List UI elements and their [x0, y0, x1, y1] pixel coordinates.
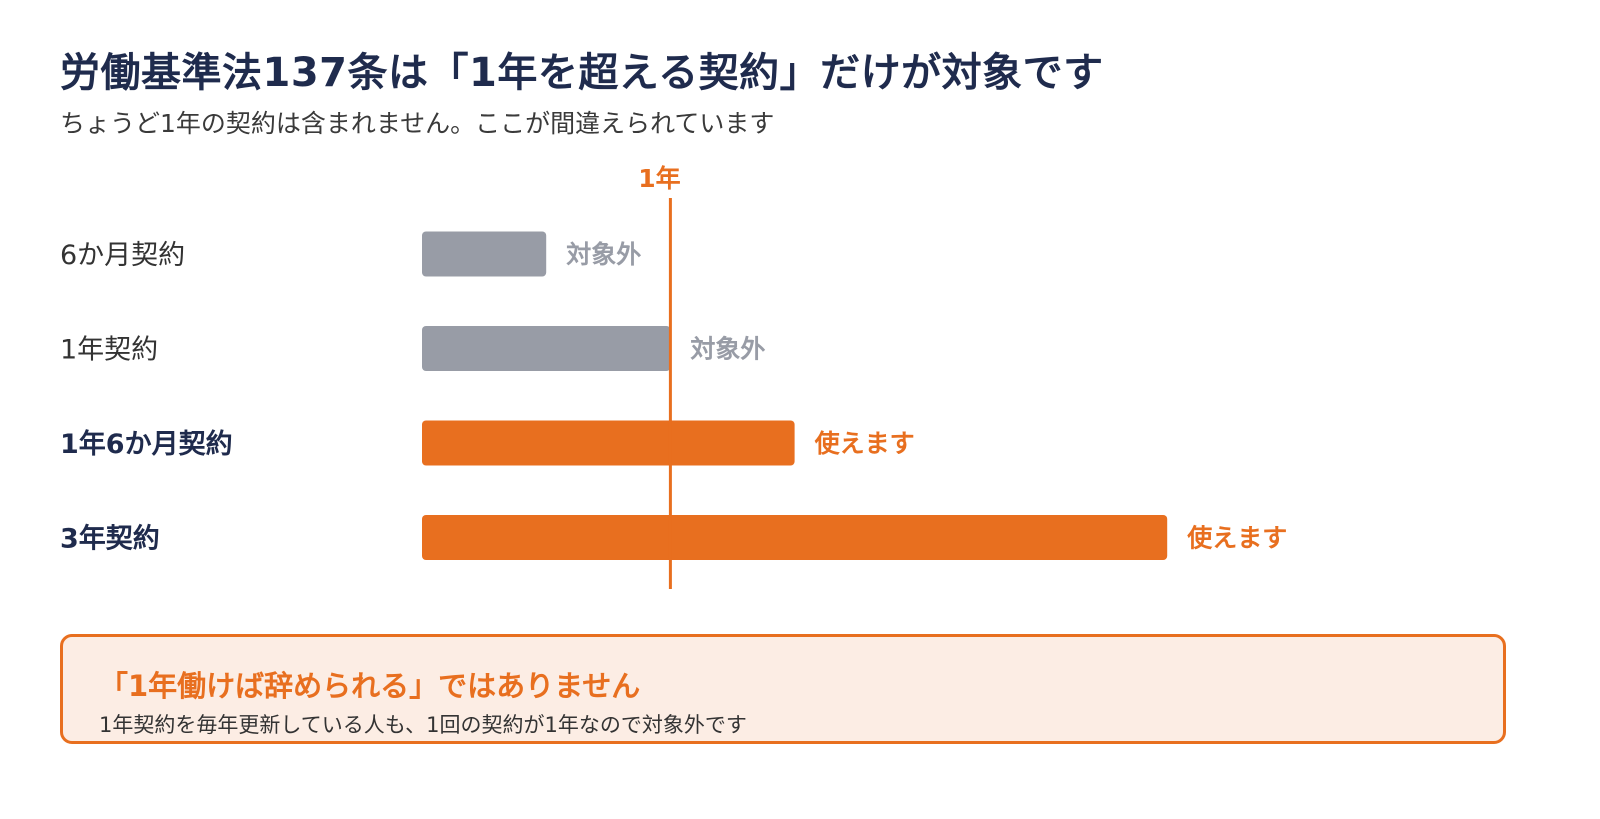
category-label: 3年契約: [60, 523, 160, 555]
bar: [422, 420, 795, 466]
bar: [422, 231, 547, 277]
bar: [422, 515, 1168, 560]
bar-annotation: 対象外: [690, 335, 765, 364]
bar: [422, 326, 671, 371]
bar-annotation: 対象外: [566, 240, 641, 269]
page-title: 労働基準法137条は「1年を超える契約」だけが対象です: [60, 50, 1104, 96]
page-subtitle: ちょうど1年の契約は含まれません。ここが間違えられています: [60, 109, 775, 138]
callout-body: 1年契約を毎年更新している人も、1回の契約が1年なので対象外です: [99, 713, 747, 737]
category-label: 6か月契約: [60, 240, 185, 271]
category-label: 1年6か月契約: [60, 428, 233, 460]
category-label: 1年契約: [60, 335, 158, 366]
threshold-label: 1年: [638, 164, 680, 193]
callout-box: 「1年働けば辞められる」ではありません 1年契約を毎年更新している人も、1回の契…: [60, 634, 1506, 744]
callout-title: 「1年働けば辞められる」ではありません: [99, 669, 641, 703]
bar-annotation: 使えます: [814, 429, 915, 458]
bar-annotation: 使えます: [1186, 524, 1287, 553]
